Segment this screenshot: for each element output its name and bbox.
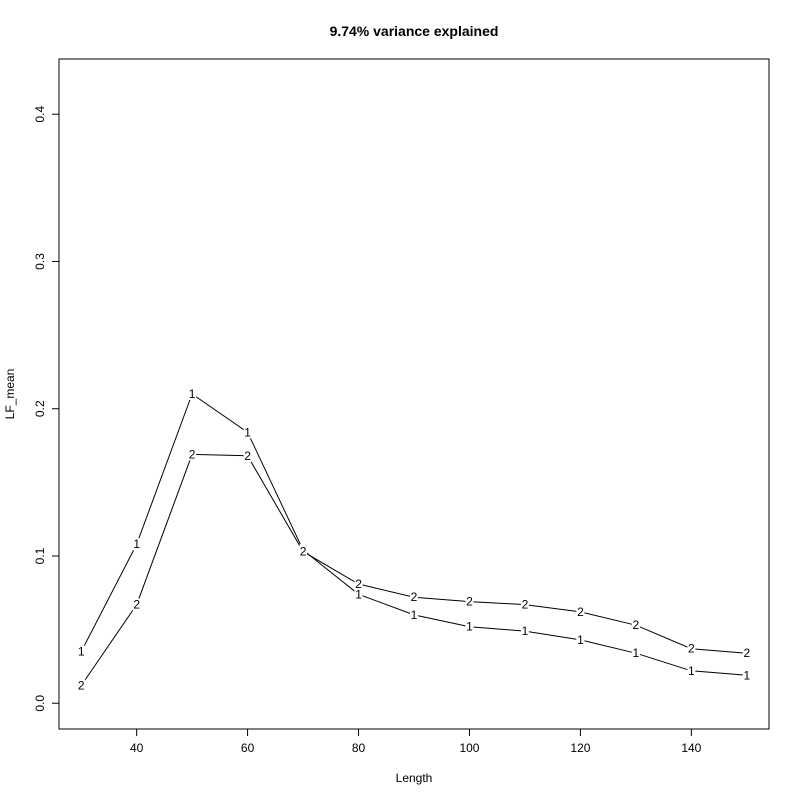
x-tick-label: 140 bbox=[681, 741, 701, 755]
series-1-point: 1 bbox=[577, 633, 584, 647]
series-2-point: 2 bbox=[466, 595, 473, 609]
y-tick-label: 0.3 bbox=[33, 253, 47, 270]
x-axis: 40 60 80 100 120 140 bbox=[130, 729, 702, 755]
point-marker-bg bbox=[465, 620, 474, 633]
point-marker-bg bbox=[742, 669, 751, 682]
series-2-point: 2 bbox=[189, 447, 196, 461]
series-1-point: 1 bbox=[411, 608, 418, 622]
point-marker-bg bbox=[299, 545, 308, 558]
series-1-point: 1 bbox=[133, 537, 140, 551]
series-2-point: 2 bbox=[411, 590, 418, 604]
series-2-point: 2 bbox=[355, 577, 362, 591]
chart-title: 9.74% variance explained bbox=[330, 23, 499, 39]
series-2-point: 2 bbox=[133, 598, 140, 612]
point-marker-bg bbox=[465, 595, 474, 608]
x-tick-label: 60 bbox=[241, 741, 255, 755]
series-2-point: 2 bbox=[244, 449, 251, 463]
series-2-point: 2 bbox=[743, 646, 750, 660]
point-marker-bg bbox=[576, 633, 585, 646]
x-tick-label: 100 bbox=[459, 741, 479, 755]
point-marker-bg bbox=[354, 588, 363, 601]
point-marker-bg bbox=[520, 598, 529, 611]
y-axis: 0.0 0.1 0.2 0.3 0.4 bbox=[33, 106, 59, 712]
y-tick-label: 0.1 bbox=[33, 547, 47, 564]
x-axis-label: Length bbox=[396, 771, 433, 785]
point-marker-bg bbox=[631, 647, 640, 660]
point-marker-bg bbox=[243, 426, 252, 439]
y-tick-label: 0.4 bbox=[33, 106, 47, 123]
series-1-point: 1 bbox=[355, 587, 362, 601]
series-2-line bbox=[80, 453, 747, 686]
series-1-point: 1 bbox=[466, 620, 473, 634]
point-marker-bg bbox=[188, 388, 197, 400]
series-2-point: 2 bbox=[688, 642, 695, 656]
point-marker-bg bbox=[742, 647, 751, 660]
series-2-point: 2 bbox=[300, 545, 307, 559]
point-marker-bg bbox=[687, 642, 696, 655]
point-marker-bg bbox=[132, 538, 141, 551]
point-marker-bg bbox=[576, 605, 585, 618]
series-1-line bbox=[80, 393, 747, 676]
y-tick-label: 0.2 bbox=[33, 400, 47, 417]
plot-frame bbox=[58, 58, 770, 730]
series-1-point: 1 bbox=[522, 624, 529, 638]
point-marker-bg bbox=[631, 619, 640, 632]
series-1-point: 1 bbox=[244, 425, 251, 439]
point-marker-bg bbox=[354, 577, 363, 590]
series-1-point: 1 bbox=[743, 668, 750, 682]
point-marker-bg bbox=[188, 448, 197, 461]
point-marker-bg bbox=[77, 679, 86, 692]
series-1-point: 1 bbox=[189, 387, 196, 401]
point-marker-bg bbox=[410, 591, 418, 604]
point-marker-bg bbox=[243, 449, 252, 462]
series-1-point: 1 bbox=[688, 664, 695, 678]
series-1-point: 1 bbox=[78, 645, 85, 659]
series-1-point: 1 bbox=[633, 646, 640, 660]
point-marker-bg bbox=[132, 598, 141, 611]
point-marker-bg bbox=[77, 645, 86, 658]
series-2-point: 2 bbox=[522, 598, 529, 612]
point-marker-bg bbox=[410, 608, 418, 621]
x-tick-label: 80 bbox=[352, 741, 366, 755]
series-layer: 11111111111112222222222222 bbox=[77, 387, 751, 693]
series-2-point: 2 bbox=[78, 679, 85, 693]
point-marker-bg bbox=[520, 625, 529, 638]
x-tick-label: 120 bbox=[570, 741, 590, 755]
series-2-point: 2 bbox=[577, 605, 584, 619]
point-marker-bg bbox=[687, 664, 696, 677]
y-axis-label: LF_mean bbox=[3, 369, 17, 420]
x-tick-label: 40 bbox=[130, 741, 144, 755]
y-tick-label: 0.0 bbox=[33, 695, 47, 712]
series-2-point: 2 bbox=[633, 618, 640, 632]
